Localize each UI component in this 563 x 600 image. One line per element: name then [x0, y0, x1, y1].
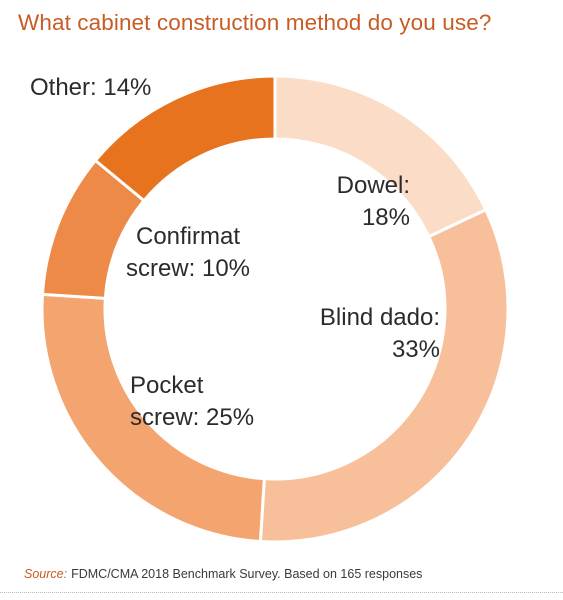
slice-label-line: screw: 10%: [125, 255, 251, 282]
footer-divider: [0, 592, 563, 593]
donut-slices: [40, 74, 510, 544]
source-text: FDMC/CMA 2018 Benchmark Survey. Based on…: [71, 567, 423, 581]
slice-label-line: 18%: [361, 204, 410, 231]
source-note: Source: FDMC/CMA 2018 Benchmark Survey. B…: [24, 567, 422, 581]
slice-label-line: Pocket: [130, 372, 204, 399]
slice-label-dowel: Dowel: 18%: [292, 170, 410, 234]
slice-label-line: 33%: [391, 336, 440, 363]
slice-label-line: screw: 25%: [130, 404, 255, 431]
slice-other: [93, 74, 277, 203]
slice-label-confirmat-screw: Confirmat screw: 10%: [118, 221, 258, 285]
slice-label-line: Dowel:: [336, 172, 410, 199]
slice-label-line: Blind dado:: [319, 304, 440, 331]
chart-title: What cabinet construction method do you …: [18, 10, 492, 35]
slice-label-other: Other: 14%: [30, 72, 190, 104]
source-label: Source:: [24, 567, 68, 581]
slice-blind-dado: [258, 207, 510, 544]
slice-label-pocket-screw: Pocket screw: 25%: [130, 370, 310, 434]
slice-label-blind-dado: Blind dado: 33%: [300, 302, 440, 366]
slice-label-line: Confirmat: [135, 223, 241, 250]
slice-label-line: Other: 14%: [30, 74, 152, 101]
